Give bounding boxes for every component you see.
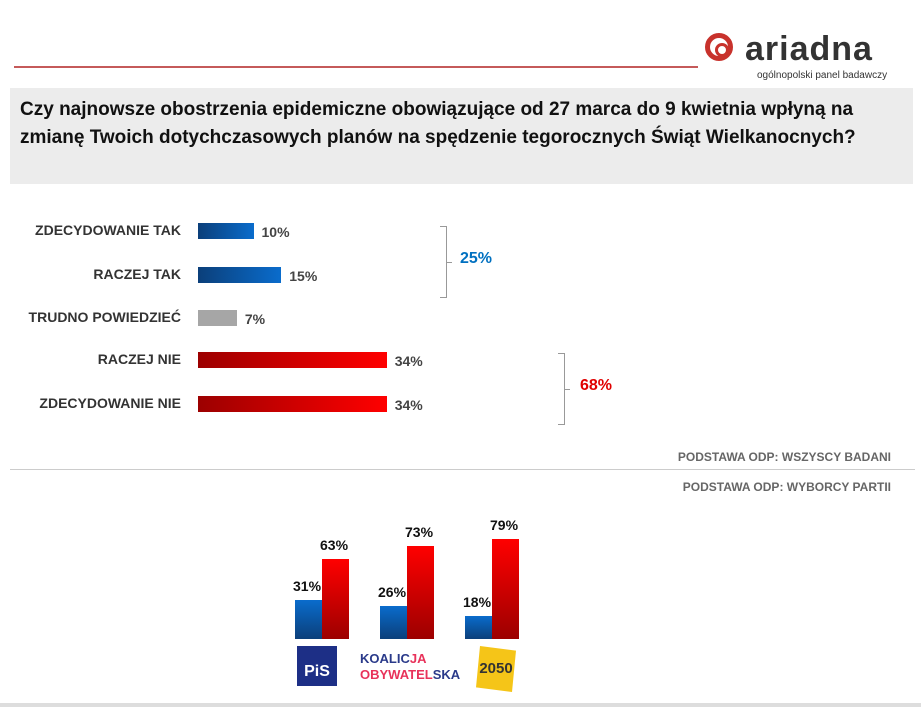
- bar: [295, 599, 322, 639]
- data-label: 79%: [490, 516, 519, 533]
- category-label: RACZEJ NIE: [97, 351, 181, 367]
- data-label: 31%: [293, 577, 322, 594]
- data-label: 63%: [320, 536, 349, 553]
- ariadna-logo-icon: [705, 33, 733, 61]
- ko-text: OBYWATEL: [360, 667, 433, 682]
- footer-line: [0, 703, 921, 707]
- data-label: 73%: [405, 524, 434, 541]
- polska2050-text: 2050: [479, 660, 513, 677]
- header-line: [14, 66, 698, 68]
- bar: [465, 616, 492, 639]
- bar: [407, 546, 434, 639]
- ko-text: KOALIC: [360, 651, 410, 666]
- bar: [198, 223, 254, 239]
- bar: [198, 310, 237, 326]
- question-box: [10, 88, 913, 184]
- ariadna-logo: ariadna ogólnopolski panel badawczy: [705, 30, 915, 85]
- category-label: TRUDNO POWIEDZIEĆ: [28, 309, 181, 325]
- category-label: ZDECYDOWANIE TAK: [35, 222, 181, 238]
- category-label: RACZEJ TAK: [93, 266, 181, 282]
- data-label: 26%: [378, 583, 407, 600]
- bar: [198, 352, 387, 368]
- data-label: 18%: [463, 594, 492, 611]
- bracket-no: [558, 353, 570, 425]
- logo-name: ariadna: [745, 30, 873, 68]
- question-text: Czy najnowsze obostrzenia epidemiczne ob…: [20, 99, 856, 148]
- bracket-yes: [440, 226, 452, 298]
- bar: [380, 605, 407, 639]
- bar: [492, 538, 519, 639]
- data-label: 10%: [261, 224, 290, 240]
- data-label: 15%: [289, 268, 318, 284]
- group-yes-label: 25%: [460, 250, 493, 267]
- data-label: 34%: [394, 353, 423, 369]
- data-label: 7%: [244, 311, 266, 327]
- pis-logo: PiS: [297, 646, 337, 686]
- bar: [198, 267, 282, 283]
- pis-logo-text: PiS: [304, 663, 330, 680]
- ko-text: JA: [409, 651, 427, 666]
- base-all-note: PODSTAWA ODP: WSZYSCY BADANI: [677, 450, 891, 464]
- base-parties-note: PODSTAWA ODP: WYBORCY PARTII: [682, 480, 891, 494]
- category-label: ZDECYDOWANIE NIE: [39, 395, 181, 411]
- bar: [198, 396, 387, 412]
- ko-logo: KOALICJA OBYWATELSKA: [360, 651, 460, 683]
- ko-text: SKA: [432, 667, 461, 682]
- divider: [10, 469, 915, 470]
- group-no-label: 68%: [580, 377, 613, 394]
- bar: [322, 558, 349, 639]
- polska2050-logo: 2050: [476, 646, 516, 692]
- logo-subtitle: ogólnopolski panel badawczy: [757, 70, 888, 81]
- data-label: 34%: [394, 397, 423, 413]
